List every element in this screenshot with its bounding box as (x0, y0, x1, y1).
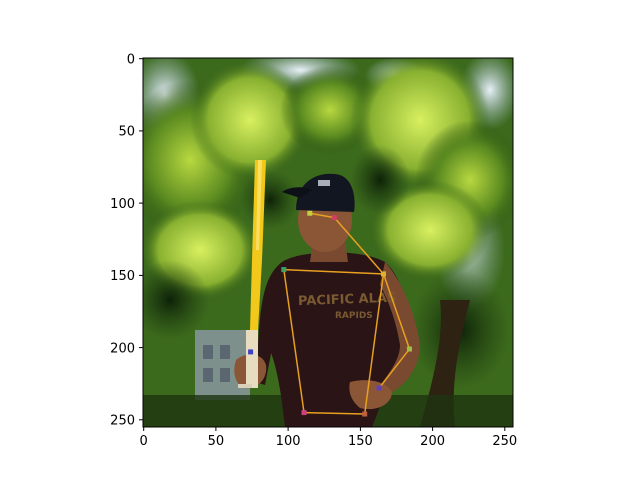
pose-edge-left-shoulder-left-hip (363, 273, 385, 415)
keypoint-neck (331, 215, 337, 221)
keypoint-left-wrist (376, 385, 382, 391)
pose-edge-right-shoulder-left-shoulder (283, 268, 384, 275)
axes-frame (142, 57, 514, 428)
x-axis: 0 50 100 150 200 250 (140, 427, 517, 449)
baseball-bat (238, 160, 266, 388)
keypoint-left-elbow (406, 346, 412, 352)
shirt-text-1: PACIFIC ALAS (298, 291, 397, 309)
y-tick-label: 100 (110, 197, 135, 212)
keypoint-right-hip (301, 410, 307, 416)
keypoint-right-shoulder (281, 267, 287, 273)
pose-edge-head-top-neck (309, 212, 335, 219)
cap (282, 173, 355, 212)
y-tick-label: 50 (118, 125, 135, 140)
keypoint-head-top (307, 210, 313, 216)
keypoint-left-shoulder (380, 271, 386, 277)
pose-edge-neck-left-shoulder (333, 217, 385, 275)
y-axis: 0 50 100 150 200 250 (110, 53, 143, 429)
keypoint-right-wrist (248, 349, 254, 355)
y-tick-label: 200 (110, 341, 135, 356)
x-tick-label: 250 (492, 434, 517, 449)
pose-overlay (248, 210, 412, 417)
keypoint-left-hip (362, 411, 368, 417)
y-tick-label: 0 (127, 53, 135, 68)
y-tick-label: 250 (110, 414, 135, 429)
pose-edge-right-shoulder-right-hip (283, 269, 305, 413)
pose-edge-left-shoulder-left-elbow (382, 273, 411, 350)
pose-edge-right-hip-left-hip (304, 411, 365, 415)
tree-foliage (143, 58, 513, 390)
x-tick-label: 200 (420, 434, 445, 449)
x-tick-label: 50 (208, 434, 225, 449)
shirt-text-2: RAPIDS (335, 311, 373, 321)
x-tick-label: 150 (348, 434, 373, 449)
photo: PACIFIC ALAS RAPIDS (143, 58, 513, 427)
y-tick-label: 150 (110, 269, 135, 284)
pose-edge-left-elbow-left-wrist (378, 348, 411, 389)
x-tick-label: 100 (276, 434, 301, 449)
x-tick-label: 0 (140, 434, 148, 449)
